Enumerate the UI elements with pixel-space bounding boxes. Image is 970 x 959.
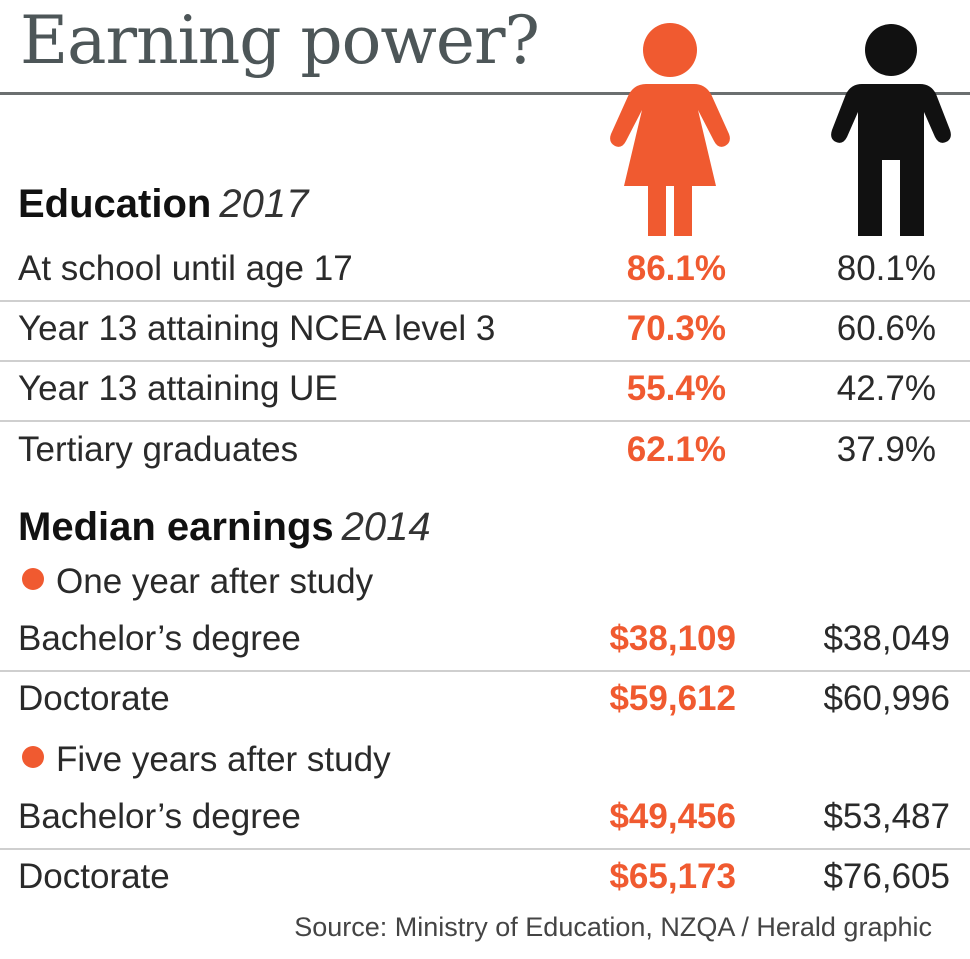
- education-row: Year 13 attaining NCEA level 3 70.3% 60.6%: [0, 303, 970, 361]
- earnings-heading: Median earnings 2014: [18, 505, 431, 550]
- female-value: $59,612: [609, 679, 736, 718]
- page-title: Earning power?: [20, 2, 540, 79]
- earnings-row: Doctorate $65,173 $76,605: [0, 851, 970, 909]
- row-label: At school until age 17: [18, 249, 353, 288]
- earnings-row: Doctorate $59,612 $60,996: [0, 673, 970, 731]
- female-value: 55.4%: [626, 369, 726, 408]
- man-figure-icon: [831, 24, 951, 236]
- male-value: 60.6%: [836, 309, 936, 348]
- bullet-dot-icon: [22, 568, 44, 590]
- female-value: $65,173: [609, 857, 736, 896]
- female-value: 70.3%: [626, 309, 726, 348]
- row-label: Bachelor’s degree: [18, 797, 301, 836]
- education-row: At school until age 17 86.1% 80.1%: [0, 243, 970, 301]
- woman-figure-icon: [610, 23, 730, 236]
- earnings-row: Bachelor’s degree $38,109 $38,049: [0, 613, 970, 671]
- earnings-year: 2014: [341, 505, 431, 549]
- row-divider: [0, 300, 970, 302]
- row-divider: [0, 670, 970, 672]
- education-row: Tertiary graduates 62.1% 37.9%: [0, 424, 970, 482]
- education-row: Year 13 attaining UE 55.4% 42.7%: [0, 363, 970, 421]
- earnings-row: Bachelor’s degree $49,456 $53,487: [0, 791, 970, 849]
- male-value: $53,487: [823, 797, 950, 836]
- female-value: $38,109: [609, 619, 736, 658]
- education-year: 2017: [219, 182, 309, 226]
- female-value: 86.1%: [626, 249, 726, 288]
- earnings-group-label: Five years after study: [22, 740, 391, 780]
- title-rule: [0, 92, 970, 95]
- male-value: $38,049: [823, 619, 950, 658]
- female-value: $49,456: [609, 797, 736, 836]
- male-value: 37.9%: [836, 430, 936, 469]
- row-label: Year 13 attaining UE: [18, 369, 338, 408]
- row-divider: [0, 360, 970, 362]
- female-value: 62.1%: [626, 430, 726, 469]
- male-value: 42.7%: [836, 369, 936, 408]
- male-value: $76,605: [823, 857, 950, 896]
- row-label: Tertiary graduates: [18, 430, 299, 469]
- row-label: Bachelor’s degree: [18, 619, 301, 658]
- education-heading: Education 2017: [18, 182, 308, 227]
- row-divider: [0, 420, 970, 422]
- source-note: Source: Ministry of Education, NZQA / He…: [294, 912, 932, 942]
- earnings-group-text: One year after study: [56, 562, 374, 601]
- earnings-group-label: One year after study: [22, 562, 373, 602]
- earnings-heading-label: Median earnings: [18, 505, 334, 549]
- education-heading-label: Education: [18, 182, 212, 226]
- row-label: Doctorate: [18, 679, 170, 718]
- row-label: Doctorate: [18, 857, 170, 896]
- male-value: $60,996: [823, 679, 950, 718]
- bullet-dot-icon: [22, 746, 44, 768]
- row-label: Year 13 attaining NCEA level 3: [18, 309, 496, 348]
- row-divider: [0, 848, 970, 850]
- earnings-group-text: Five years after study: [56, 740, 391, 779]
- male-value: 80.1%: [836, 249, 936, 288]
